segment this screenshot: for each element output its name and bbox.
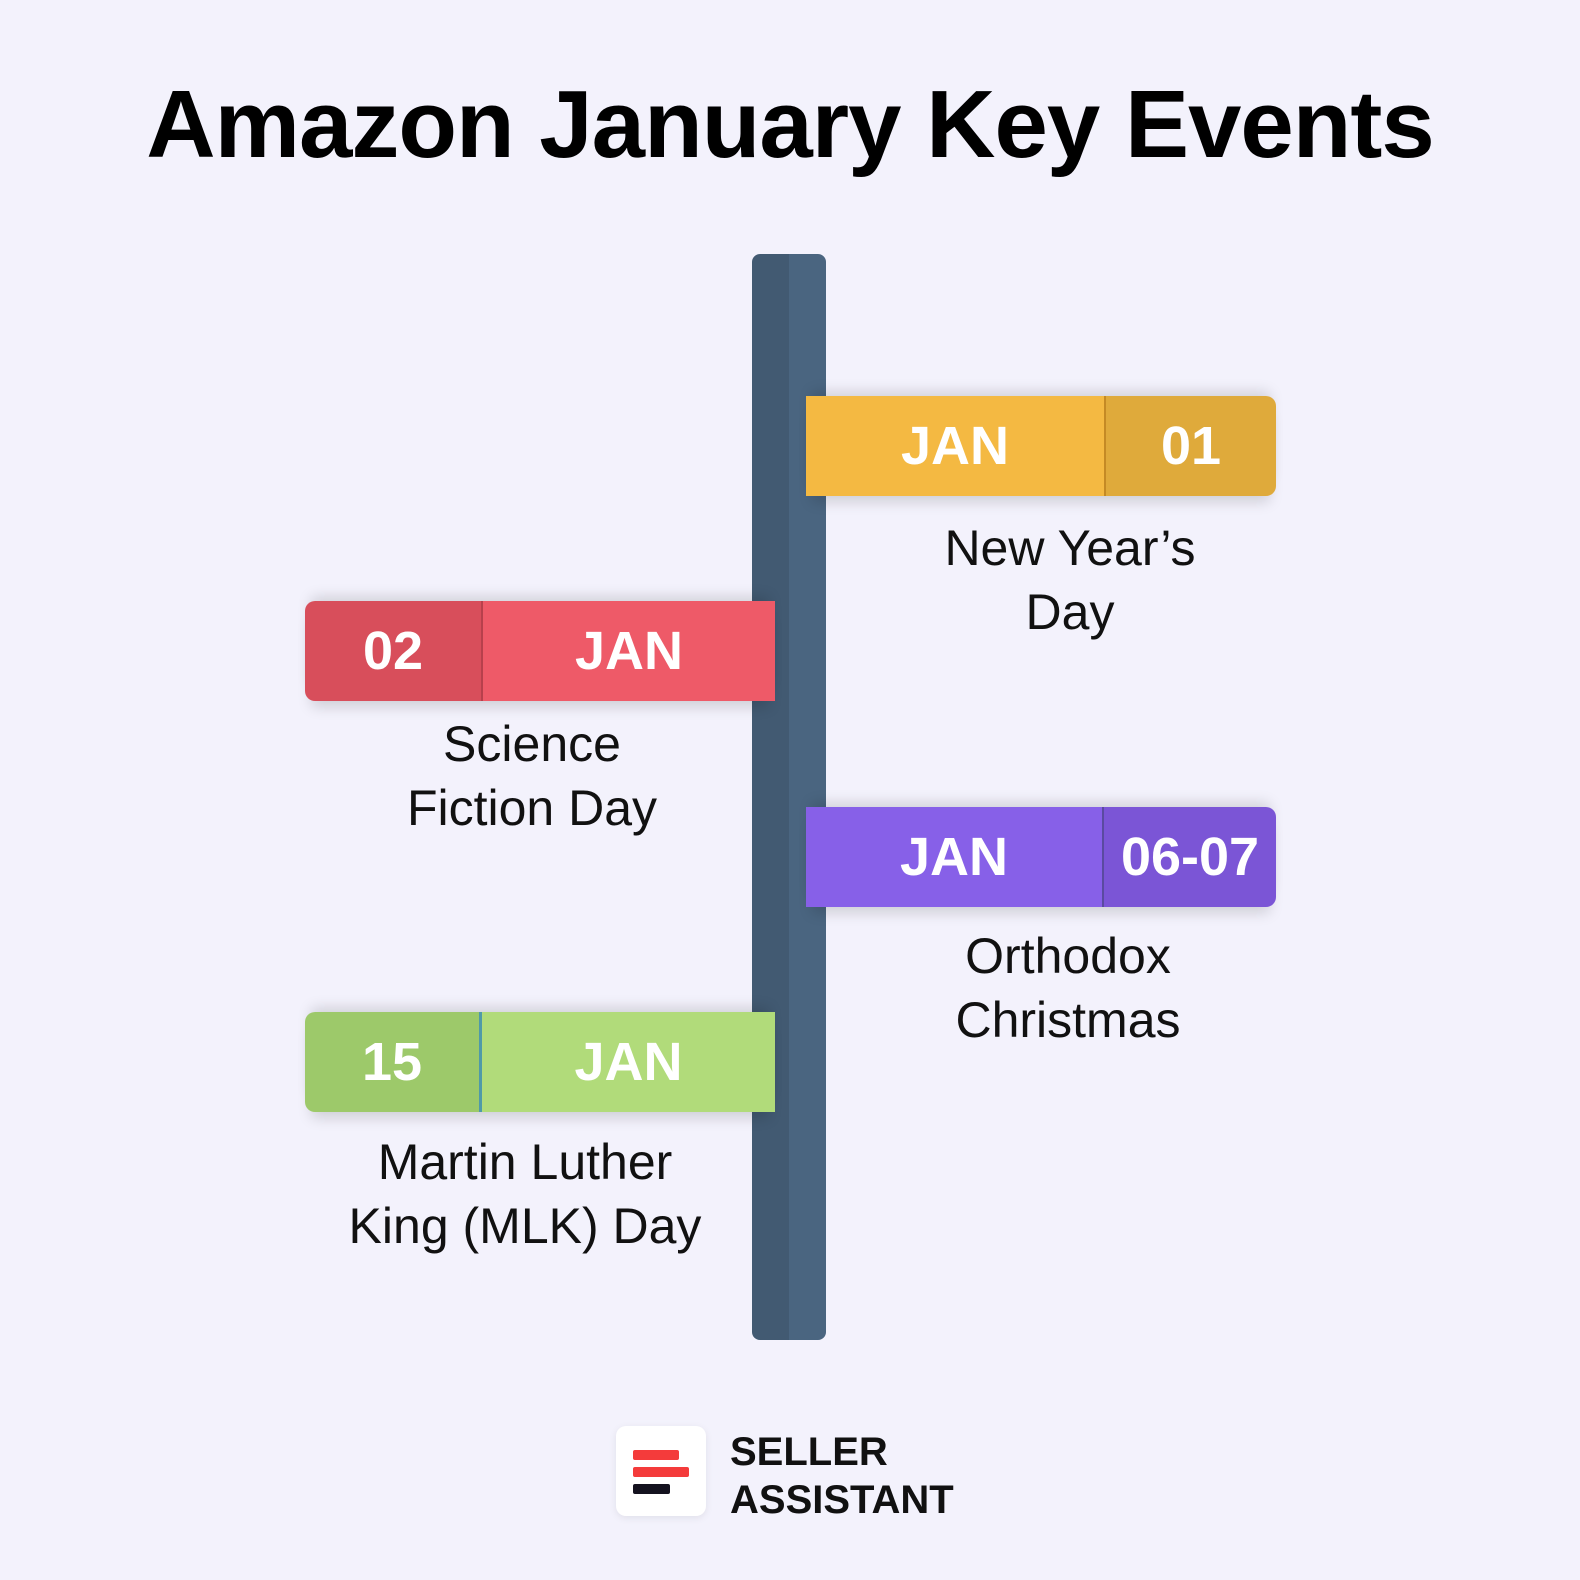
event-tag-new-years: JAN 01 [806, 396, 1276, 496]
event-tag-orthodox: JAN 06-07 [806, 807, 1276, 907]
event-tag-mlk: 15 JAN [305, 1012, 775, 1112]
event-day: 02 [305, 601, 483, 701]
event-label: Orthodox Christmas [955, 928, 1181, 1048]
event-day: 06-07 [1104, 807, 1276, 907]
event-tag-scifi: 02 JAN [305, 601, 775, 701]
event-day: 15 [305, 1012, 482, 1112]
event-label: Martin Luther King (MLK) Day [348, 1134, 702, 1254]
seller-assistant-logo-icon [616, 1426, 706, 1516]
page-title: Amazon January Key Events [146, 71, 1435, 178]
event-label: Science Fiction Day [406, 716, 658, 836]
event-month: JAN [806, 396, 1106, 496]
brand-name: SELLER ASSISTANT [730, 1430, 954, 1522]
event-label: New Year’s Day [944, 520, 1196, 640]
event-month: JAN [482, 1012, 775, 1112]
event-day: 01 [1106, 396, 1276, 496]
event-month: JAN [806, 807, 1104, 907]
event-month: JAN [483, 601, 775, 701]
